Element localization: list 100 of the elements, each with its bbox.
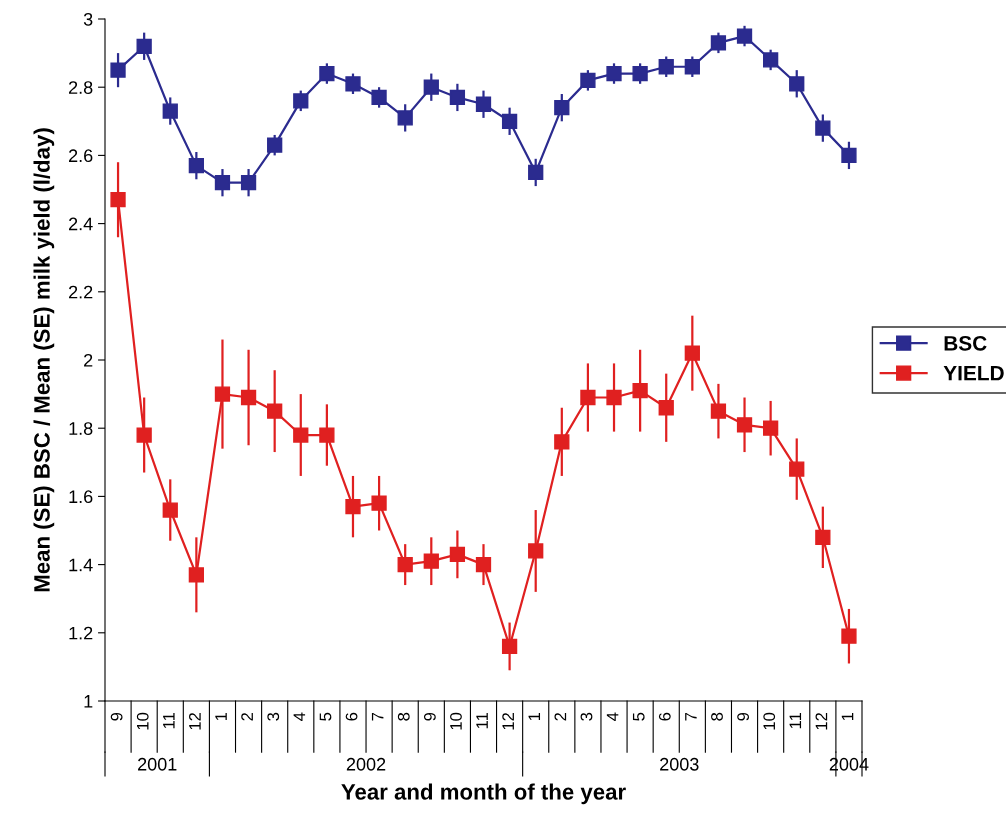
point	[658, 59, 674, 75]
text: 2002	[346, 757, 386, 771]
point	[188, 157, 205, 174]
point	[449, 546, 466, 563]
point	[684, 59, 700, 75]
text: 2003	[660, 757, 699, 771]
point	[371, 89, 387, 106]
point	[162, 103, 178, 119]
point	[736, 417, 753, 433]
point	[475, 556, 492, 573]
point	[475, 96, 492, 112]
point	[371, 495, 387, 511]
point	[815, 120, 831, 136]
point	[632, 383, 648, 399]
point	[397, 110, 413, 126]
point	[136, 38, 152, 54]
point	[110, 192, 126, 208]
y-tick-label: 2.8	[69, 81, 93, 94]
y-tick-label: 1.4	[69, 558, 93, 572]
point	[501, 638, 518, 655]
point	[762, 52, 779, 68]
x-tick-label: 9	[110, 712, 123, 721]
point	[528, 543, 544, 559]
point	[684, 345, 700, 361]
x-axis-title: Year and month of the year	[341, 783, 626, 805]
point	[710, 403, 727, 419]
x-tick-label: 9	[737, 712, 750, 721]
point	[762, 420, 779, 436]
point	[580, 389, 596, 406]
point	[267, 403, 283, 419]
y-axis-title: Mean (SE) BSC / Mean (SE) milk yield (l/day)	[33, 128, 55, 592]
point	[423, 79, 439, 95]
x-tick-label: 7	[371, 712, 384, 721]
point	[110, 62, 126, 78]
point	[240, 389, 257, 406]
point	[606, 389, 622, 406]
x-tick-label: 5	[632, 712, 645, 721]
point	[554, 100, 570, 116]
x-tick-label: 8	[397, 712, 410, 721]
x-tick-label: 7	[685, 712, 697, 721]
point	[528, 164, 544, 181]
x-tick-label: 10	[763, 712, 776, 730]
x-tick-label: 12	[189, 712, 201, 730]
point	[789, 76, 805, 92]
point	[240, 175, 257, 191]
x-tick-label: 4	[293, 712, 306, 721]
x-tick-label: 1	[841, 712, 854, 721]
point	[789, 461, 805, 477]
y-tick-label: 2.4	[69, 217, 93, 231]
point	[162, 502, 178, 518]
x-tick-label: 4	[606, 712, 619, 721]
legend-label: BSC	[944, 335, 987, 351]
point	[136, 427, 152, 443]
point	[397, 556, 413, 573]
x-tick-label: 10	[450, 712, 462, 730]
point	[449, 89, 466, 106]
legend-label: YIELD	[943, 365, 1004, 381]
point	[736, 28, 753, 44]
point	[345, 76, 361, 92]
point	[214, 175, 231, 191]
point	[580, 72, 596, 89]
point	[606, 65, 622, 82]
point	[293, 427, 309, 443]
x-tick-label: 12	[502, 712, 514, 730]
point	[423, 553, 439, 569]
x-tick-label: 1	[215, 712, 227, 721]
x-tick-label: 10	[136, 712, 149, 730]
x-tick-label: 2	[554, 712, 567, 721]
x-tick-label: 11	[789, 712, 802, 729]
x-tick-label: 6	[345, 712, 358, 721]
x-tick-label: 3	[580, 712, 593, 721]
y-tick-label: 1.6	[69, 490, 93, 504]
point	[293, 93, 309, 109]
y-tick-label: 1	[84, 695, 93, 708]
point	[841, 628, 857, 644]
text: 2001	[138, 757, 177, 771]
point	[345, 498, 361, 515]
point	[710, 35, 727, 51]
y-tick-label: 2.6	[69, 149, 93, 163]
y-tick-label: 2	[84, 353, 93, 367]
x-tick-label: 2	[241, 712, 253, 721]
point	[501, 113, 518, 129]
y-tick-label: 1.8	[69, 422, 93, 435]
x-tick-label: 11	[163, 712, 175, 729]
point	[319, 65, 335, 82]
point	[319, 427, 335, 443]
point	[815, 529, 831, 545]
x-tick-label: 6	[658, 712, 671, 721]
y-tick-label: 1.2	[69, 626, 93, 640]
point	[841, 147, 857, 164]
y-tick-label: 3	[83, 12, 93, 26]
point	[267, 137, 283, 153]
point	[658, 400, 674, 416]
point	[554, 434, 570, 450]
x-tick-label: 3	[267, 712, 280, 721]
point	[188, 567, 205, 583]
point	[632, 65, 648, 82]
x-tick-label: 1	[528, 712, 541, 721]
x-tick-label: 9	[423, 712, 436, 721]
x-tick-label: 8	[711, 712, 723, 721]
